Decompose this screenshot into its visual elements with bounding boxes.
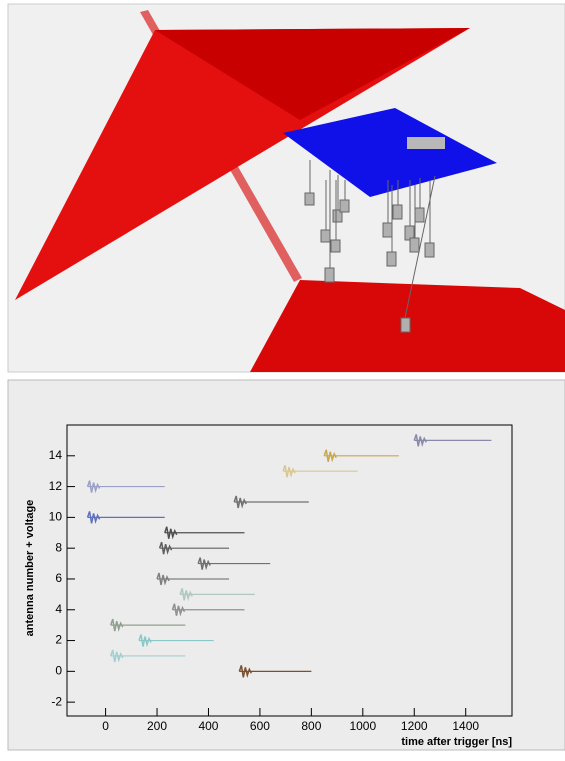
pulse	[110, 618, 124, 632]
y-tick-label: 8	[55, 540, 62, 554]
blue-payload	[283, 108, 497, 197]
pulse	[323, 449, 337, 463]
pulse	[238, 665, 253, 679]
y-tick-label: 2	[55, 633, 62, 647]
red-panel	[15, 28, 470, 300]
x-tick-label: 400	[198, 719, 218, 733]
pulse	[197, 557, 211, 571]
pulse	[164, 526, 178, 540]
x-tick-label: 0	[102, 719, 109, 733]
y-tick-label: 0	[55, 664, 62, 678]
pulse	[413, 434, 427, 448]
pulse	[282, 464, 296, 478]
pulse	[110, 649, 124, 663]
pulse	[233, 495, 247, 509]
x-axis-label: time after trigger [ns]	[401, 736, 512, 748]
pulse	[171, 603, 186, 617]
pulse	[179, 588, 193, 602]
x-tick-label: 1200	[401, 719, 428, 733]
y-tick-label: 14	[49, 448, 63, 462]
pulse	[156, 572, 170, 586]
pulse	[86, 480, 101, 494]
x-tick-label: 600	[250, 719, 270, 733]
red-panel-shade	[155, 28, 470, 120]
y-axis-label: antenna number + voltage	[24, 500, 36, 637]
detector-render	[7, 3, 565, 373]
chart: time after trigger [ns] antenna number +…	[7, 379, 565, 751]
pulse	[138, 634, 152, 648]
x-tick-label: 800	[301, 719, 321, 733]
instrument-box	[407, 137, 445, 149]
x-tick-label: 1400	[452, 719, 479, 733]
y-tick-label: 6	[55, 571, 62, 585]
y-tick-label: 12	[49, 479, 63, 493]
chart-background	[7, 379, 565, 751]
pulse	[86, 511, 101, 525]
y-tick-label: -2	[51, 694, 62, 708]
y-tick-label: 4	[55, 602, 62, 616]
x-tick-label: 1000	[349, 719, 376, 733]
antennas	[304, 160, 436, 333]
pulse	[158, 541, 173, 555]
x-tick-label: 200	[147, 719, 167, 733]
plot-frame	[66, 424, 513, 717]
y-tick-label: 10	[49, 510, 63, 524]
